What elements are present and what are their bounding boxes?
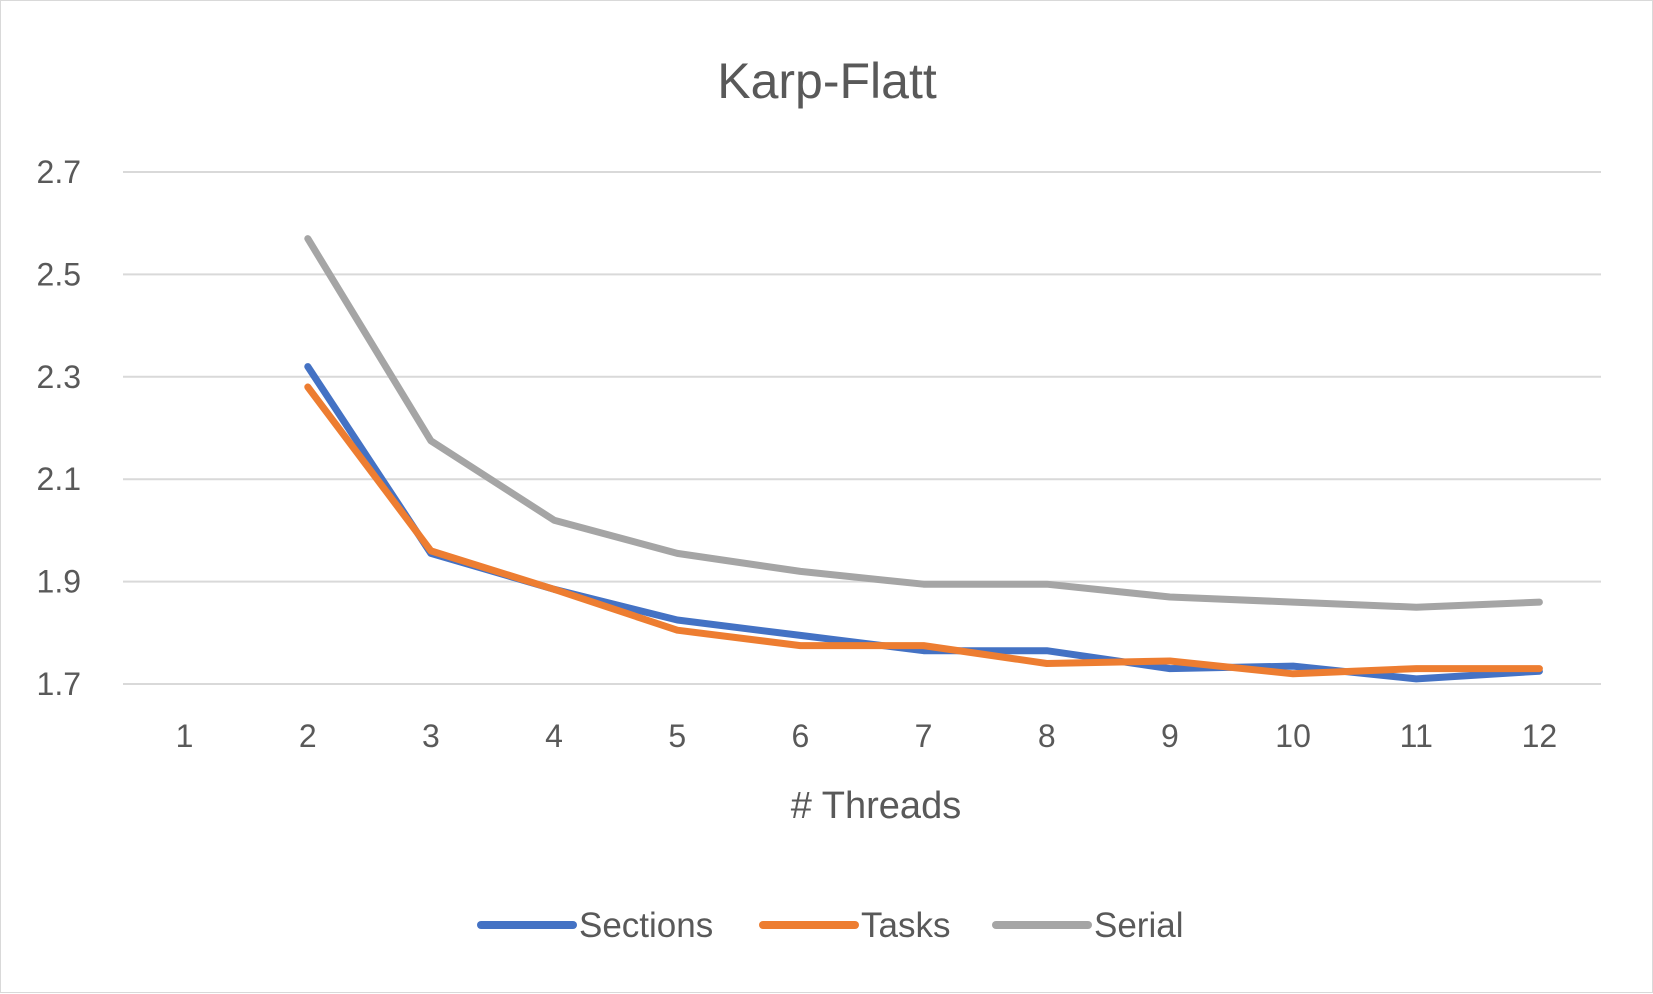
x-tick-label: 8 xyxy=(1038,718,1056,754)
x-tick-label: 3 xyxy=(422,718,440,754)
x-tick-label: 2 xyxy=(299,718,317,754)
x-axis-label: # Threads xyxy=(791,785,961,827)
series-lines xyxy=(304,235,1543,683)
legend-label: Serial xyxy=(1094,906,1183,945)
x-tick-label: 4 xyxy=(545,718,563,754)
y-tick-label: 1.7 xyxy=(37,666,81,702)
x-tick-label: 11 xyxy=(1400,718,1433,754)
y-tick-label: 2.3 xyxy=(37,359,81,395)
series-line-serial xyxy=(304,235,1543,611)
x-tick-label: 12 xyxy=(1522,718,1558,754)
x-tick-label: 5 xyxy=(668,718,686,754)
legend-item-sections[interactable]: Sections xyxy=(477,906,713,945)
y-tick-label: 2.1 xyxy=(37,461,81,497)
y-tick-label: 2.5 xyxy=(37,256,81,292)
legend-item-serial[interactable]: Serial xyxy=(992,906,1183,945)
x-tick-label: 9 xyxy=(1161,718,1179,754)
y-tick-label: 1.9 xyxy=(37,564,81,600)
legend: Sections Tasks Serial xyxy=(477,906,1183,945)
x-axis-ticks: 1 2 3 4 5 6 7 8 9 10 11 12 xyxy=(176,718,1558,754)
series-line-tasks xyxy=(304,383,1543,678)
x-tick-label: 10 xyxy=(1275,718,1311,754)
y-tick-label: 2.7 xyxy=(37,154,81,190)
x-tick-label: 7 xyxy=(915,718,933,754)
gridlines xyxy=(123,171,1601,685)
series-line-sections xyxy=(304,363,1543,683)
legend-label: Sections xyxy=(579,906,713,945)
legend-label: Tasks xyxy=(861,906,950,945)
chart-title: Karp-Flatt xyxy=(717,53,937,109)
x-tick-label: 6 xyxy=(792,718,810,754)
y-axis-ticks: 2.7 2.5 2.3 2.1 1.9 1.7 xyxy=(37,154,81,702)
legend-item-tasks[interactable]: Tasks xyxy=(759,906,950,945)
x-tick-label: 1 xyxy=(176,718,194,754)
